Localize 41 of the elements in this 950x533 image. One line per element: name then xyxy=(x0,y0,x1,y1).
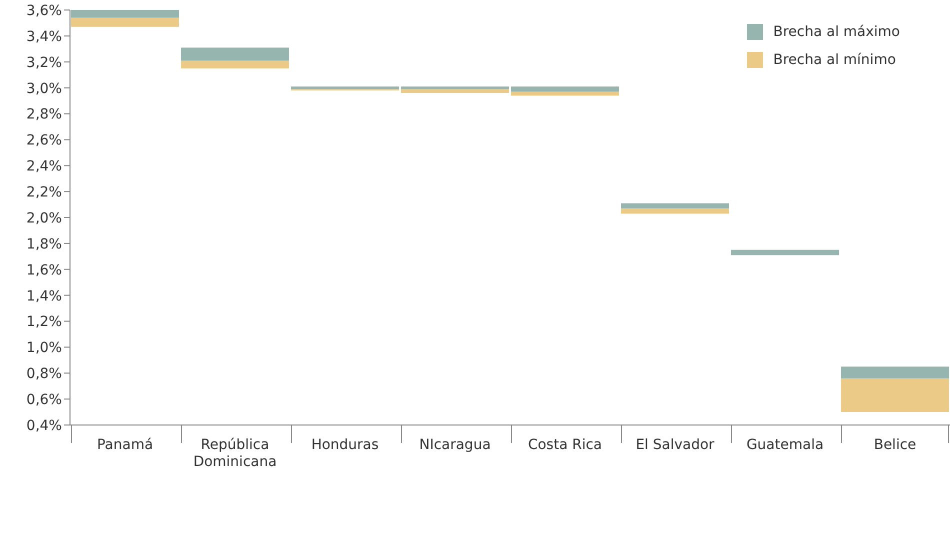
x-tick-label: NIcaragua xyxy=(419,437,491,453)
legend-label: Brecha al mínimo xyxy=(773,52,896,68)
legend-label: Brecha al máximo xyxy=(773,24,900,40)
y-tick-label: 0,6% xyxy=(26,392,62,408)
bar xyxy=(511,86,619,92)
y-tick-label: 1,4% xyxy=(26,288,62,304)
y-tick-label: 2,6% xyxy=(26,132,62,149)
y-tick-label: 1,6% xyxy=(26,262,62,278)
x-tick-label: Honduras xyxy=(311,437,379,453)
y-tick-label: 2,8% xyxy=(26,106,62,123)
bar xyxy=(841,378,949,412)
bar xyxy=(71,10,179,18)
y-tick-label: 3,2% xyxy=(26,54,62,71)
bar xyxy=(511,92,619,96)
y-tick-label: 1,2% xyxy=(26,314,62,330)
bar xyxy=(71,18,179,27)
x-tick-label: República Dominicana xyxy=(193,437,277,470)
bar xyxy=(401,89,509,93)
y-tick-label: 0,4% xyxy=(26,418,62,434)
bar xyxy=(181,60,289,68)
bar xyxy=(291,86,399,90)
x-tick-label: Guatemala xyxy=(746,437,824,453)
bar xyxy=(731,250,839,256)
y-tick-label: 3,4% xyxy=(26,28,62,45)
bar xyxy=(401,86,509,90)
x-tick-label: Belice xyxy=(874,437,916,453)
y-tick-label: 1,8% xyxy=(26,236,62,252)
bar xyxy=(841,366,949,378)
x-tick-label: El Salvador xyxy=(636,437,715,453)
bar xyxy=(621,203,729,208)
bar xyxy=(621,208,729,214)
x-tick-label: Panamá xyxy=(96,437,154,453)
y-tick-label: 1,0% xyxy=(26,340,62,356)
y-tick-label: 2,0% xyxy=(26,210,62,226)
bar xyxy=(181,48,289,61)
y-tick-label: 2,4% xyxy=(26,158,62,175)
y-tick-label: 2,2% xyxy=(26,184,62,201)
y-tick-label: 0,8% xyxy=(26,366,62,382)
y-tick-label: 3,0% xyxy=(26,80,62,97)
x-tick-label: Costa Rica xyxy=(528,437,602,453)
y-tick-label: 3,6% xyxy=(26,2,62,19)
